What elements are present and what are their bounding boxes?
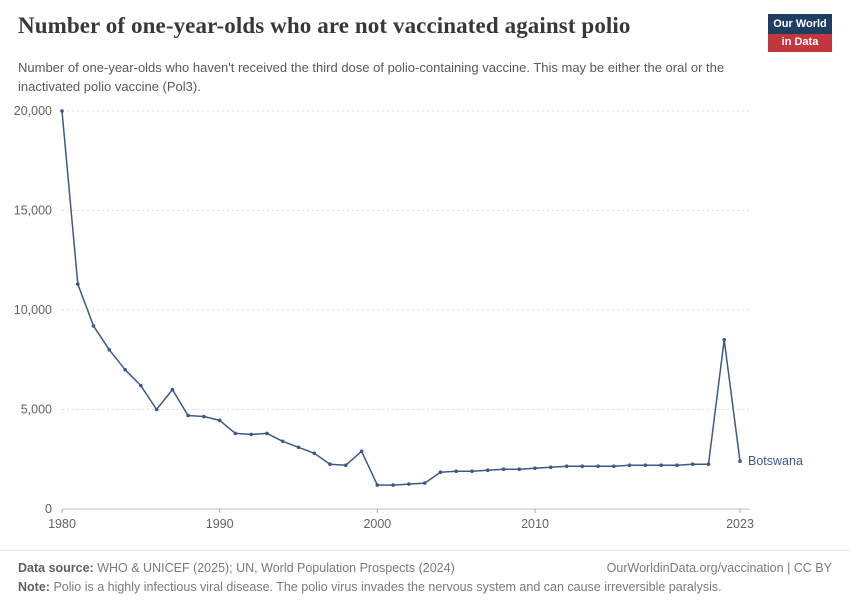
y-tick-label: 5,000 [21, 402, 52, 416]
data-point[interactable] [501, 467, 506, 471]
series-line[interactable] [61, 110, 741, 486]
data-point[interactable] [107, 347, 112, 352]
data-point[interactable] [643, 463, 648, 467]
chart-area: 0 5,000 10,000 15,000 20,000 1980 1990 2000 2010… [0, 97, 850, 550]
y-tick-label: 10,000 [14, 303, 52, 317]
data-point[interactable] [533, 466, 537, 470]
x-tick-label: 2000 [363, 517, 391, 531]
data-point[interactable] [123, 367, 127, 372]
x-tick-label: 2010 [521, 517, 549, 531]
data-point[interactable] [170, 387, 175, 392]
data-point[interactable] [375, 482, 380, 487]
data-point[interactable] [675, 463, 679, 467]
data-point[interactable] [690, 462, 695, 466]
note-text: Polio is a highly infectious viral disea… [53, 580, 722, 595]
data-point[interactable] [217, 418, 222, 422]
data-point[interactable] [344, 463, 348, 467]
data-point[interactable] [91, 323, 96, 328]
note-label: Note: [18, 580, 50, 595]
line-chart-svg: 0 5,000 10,000 15,000 20,000 1980 1990 2000 2010… [14, 104, 803, 531]
data-point[interactable] [596, 464, 600, 468]
data-point[interactable] [454, 469, 459, 473]
data-point[interactable] [76, 281, 80, 286]
data-point[interactable] [517, 467, 522, 471]
data-point[interactable] [391, 482, 395, 487]
data-point[interactable] [422, 480, 427, 485]
data-point[interactable] [265, 431, 269, 435]
data-point[interactable] [328, 462, 332, 466]
x-tick-label: 1980 [48, 517, 76, 531]
data-point[interactable] [186, 413, 190, 417]
data-point[interactable] [407, 481, 411, 486]
x-tick-label: 1990 [206, 517, 234, 531]
data-point[interactable] [438, 470, 443, 474]
data-point[interactable] [564, 464, 569, 468]
data-point[interactable] [60, 108, 64, 113]
data-point[interactable] [470, 469, 474, 473]
data-source-text: WHO & UNICEF (2025); UN, World Populatio… [97, 560, 455, 575]
chart-subtitle: Number of one-year-olds who haven't rece… [18, 60, 725, 94]
data-point[interactable] [722, 337, 726, 342]
data-point[interactable] [202, 414, 206, 418]
data-point[interactable] [359, 449, 364, 453]
chart-footer: Data source: WHO & UNICEF (2025); UN, Wo… [0, 549, 850, 607]
y-tick-label: 15,000 [14, 203, 52, 217]
data-point[interactable] [627, 463, 632, 467]
data-point[interactable] [706, 462, 711, 466]
data-point[interactable] [296, 445, 301, 449]
data-point[interactable] [580, 464, 585, 468]
attribution-link[interactable]: OurWorldinData.org/vaccination | CC BY [606, 560, 832, 575]
owid-logo-line2: in Data [768, 34, 832, 52]
data-point[interactable] [249, 432, 253, 436]
data-source-label: Data source: [18, 560, 94, 575]
data-point[interactable] [280, 439, 285, 443]
page-title: Number of one-year-olds who are not vacc… [18, 13, 631, 38]
data-point[interactable] [659, 463, 663, 467]
data-point[interactable] [139, 383, 143, 388]
note-line: Note: Polio is a highly infectious viral… [18, 578, 832, 597]
data-point[interactable] [549, 465, 553, 469]
chart-header: Number of one-year-olds who are not vacc… [0, 0, 850, 97]
data-source-line: Data source: WHO & UNICEF (2025); UN, Wo… [18, 559, 455, 578]
data-point[interactable] [312, 451, 317, 455]
y-tick-label: 0 [45, 502, 52, 516]
data-point[interactable] [612, 464, 616, 468]
data-point[interactable] [738, 459, 742, 463]
data-point[interactable] [485, 468, 490, 472]
data-point[interactable] [154, 407, 159, 411]
entity-label[interactable]: Botswana [748, 454, 803, 468]
data-point[interactable] [233, 431, 238, 435]
x-tick-label: 2023 [726, 517, 754, 531]
y-tick-label: 20,000 [14, 104, 52, 118]
owid-logo-line1: Our World [773, 18, 827, 30]
owid-logo: Our World in Data [768, 14, 832, 52]
